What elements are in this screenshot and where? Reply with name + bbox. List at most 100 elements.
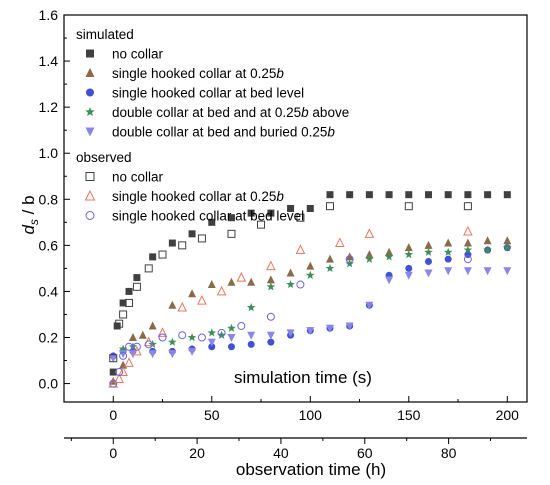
legend: simulated no collar single hooked collar a…	[76, 27, 349, 224]
data-point	[178, 331, 187, 340]
data-point	[345, 252, 354, 261]
data-point	[197, 295, 207, 305]
legend-marker	[85, 211, 95, 220]
series-observed-5	[109, 202, 472, 363]
data-point	[237, 321, 246, 330]
data-point	[335, 237, 345, 248]
data-point	[266, 275, 275, 284]
y-tick-label: 0.0	[39, 376, 59, 392]
data-point	[306, 270, 315, 279]
y-tick-label: 0.8	[39, 191, 59, 207]
data-point	[148, 321, 157, 330]
data-point	[188, 230, 196, 238]
data-point	[444, 191, 452, 199]
data-point	[325, 254, 334, 263]
data-point	[138, 330, 147, 339]
data-point	[115, 319, 124, 328]
data-point	[247, 340, 255, 348]
legend-header-simulated: simulated	[76, 27, 134, 42]
data-point	[197, 333, 206, 342]
data-point	[345, 255, 354, 264]
data-point	[109, 379, 118, 388]
data-point	[246, 303, 256, 312]
series-simulated-4	[109, 267, 512, 363]
data-point	[236, 271, 247, 282]
y-axis-label: ds / b	[19, 195, 41, 234]
data-point	[286, 329, 295, 338]
data-point	[444, 267, 453, 276]
data-point	[345, 322, 354, 331]
data-marks	[108, 191, 512, 388]
data-point	[267, 338, 275, 346]
data-point	[464, 191, 472, 199]
data-point	[405, 264, 413, 272]
data-point	[345, 259, 354, 268]
data-point	[346, 191, 354, 199]
legend-label: no collar	[112, 170, 164, 185]
y-tick-label: 0.4	[39, 283, 59, 299]
data-point	[144, 340, 153, 349]
data-point	[404, 202, 413, 211]
data-point	[148, 350, 157, 359]
y-tick-label: 1.4	[39, 53, 59, 69]
data-point	[119, 351, 128, 360]
x2-tick-label: 0	[109, 445, 117, 461]
data-point	[365, 254, 374, 263]
data-point	[286, 280, 295, 289]
data-point	[208, 343, 216, 351]
data-point	[217, 330, 226, 339]
data-point	[109, 354, 118, 363]
data-point	[385, 276, 394, 285]
data-point	[115, 368, 124, 377]
data-point	[227, 277, 236, 286]
data-point	[463, 202, 472, 211]
data-point	[227, 229, 236, 238]
data-point	[385, 191, 393, 199]
data-point	[424, 191, 432, 199]
x-tick-label: 100	[299, 407, 323, 423]
data-point	[227, 334, 236, 342]
legend-label: single hooked collar at bed level	[112, 209, 304, 224]
data-point	[266, 282, 276, 291]
data-point	[168, 337, 177, 346]
data-point	[168, 239, 176, 247]
x2-tick-label: 40	[273, 445, 289, 461]
y-axis-label-main: d	[19, 225, 38, 235]
data-point	[405, 191, 413, 199]
x2-axis-label: observation time (h)	[236, 460, 386, 479]
data-point	[463, 255, 472, 264]
data-point	[207, 338, 216, 347]
data-point	[306, 327, 315, 336]
data-point	[483, 236, 492, 245]
data-point	[266, 312, 275, 321]
plot-border	[63, 14, 528, 403]
data-point	[404, 243, 413, 252]
data-point	[325, 324, 334, 333]
data-point	[119, 299, 127, 307]
x2-tick-label: 80	[441, 445, 457, 461]
data-point	[365, 250, 374, 259]
data-point	[424, 247, 433, 256]
data-point	[266, 331, 275, 340]
data-point	[424, 240, 433, 249]
data-point	[326, 191, 334, 199]
data-point	[463, 245, 473, 254]
legend-label: double collar at bed and at 0.25b above	[112, 105, 349, 120]
data-point	[247, 277, 256, 286]
data-point	[306, 261, 315, 270]
data-point	[109, 354, 118, 363]
legend-marker	[85, 107, 95, 117]
data-point	[325, 263, 335, 273]
data-point	[463, 267, 472, 276]
data-point	[216, 285, 227, 296]
data-point	[208, 218, 216, 226]
legend-label: single hooked collar at 0.25b	[112, 189, 284, 204]
data-point	[483, 267, 492, 276]
data-point	[188, 289, 197, 298]
data-point	[267, 209, 275, 217]
legend-marker	[86, 49, 94, 58]
data-point	[484, 191, 492, 199]
x-tick-label: 150	[397, 407, 421, 423]
data-point	[207, 328, 217, 337]
x-axis: 0 50 100 150 200	[63, 396, 519, 423]
